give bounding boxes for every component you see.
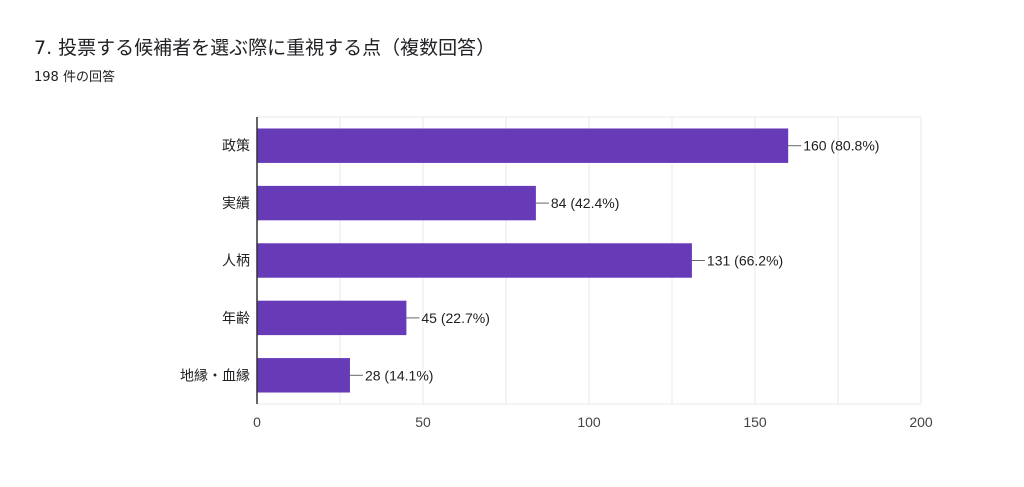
bar xyxy=(257,128,789,163)
data-label: 84 (42.4%) xyxy=(551,195,619,211)
category-label: 地縁・血縁 xyxy=(180,367,250,383)
bars xyxy=(257,128,789,393)
category-label: 年齢 xyxy=(222,310,250,326)
x-tick-label: 150 xyxy=(743,414,767,430)
x-tick-label: 0 xyxy=(253,414,261,430)
category-label: 人柄 xyxy=(222,253,250,269)
x-tick-label: 50 xyxy=(415,414,431,430)
response-count: 198 件の回答 xyxy=(34,70,115,85)
question-title: 7. 投票する候補者を選ぶ際に重視する点（複数回答） xyxy=(34,37,496,59)
x-tick-label: 100 xyxy=(577,414,601,430)
data-label: 45 (22.7%) xyxy=(421,310,489,326)
data-label: 28 (14.1%) xyxy=(365,367,433,383)
category-label: 政策 xyxy=(222,138,250,154)
data-label: 131 (66.2%) xyxy=(707,253,783,269)
bar xyxy=(257,358,350,393)
x-tick-label: 200 xyxy=(909,414,933,430)
gridlines xyxy=(256,116,922,405)
bar xyxy=(257,243,692,278)
bar xyxy=(257,185,536,221)
category-label: 実績 xyxy=(222,195,250,211)
data-label: 160 (80.8%) xyxy=(803,138,879,154)
labels: 政策 160 (80.8%) 実績 84 (42.4%) 人柄 131 (66.2%) 年齢… xyxy=(180,138,933,430)
bar xyxy=(257,300,407,336)
